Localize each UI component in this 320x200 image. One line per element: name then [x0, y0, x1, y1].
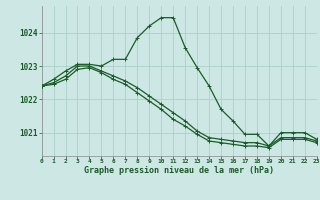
X-axis label: Graphe pression niveau de la mer (hPa): Graphe pression niveau de la mer (hPa) [84, 166, 274, 175]
